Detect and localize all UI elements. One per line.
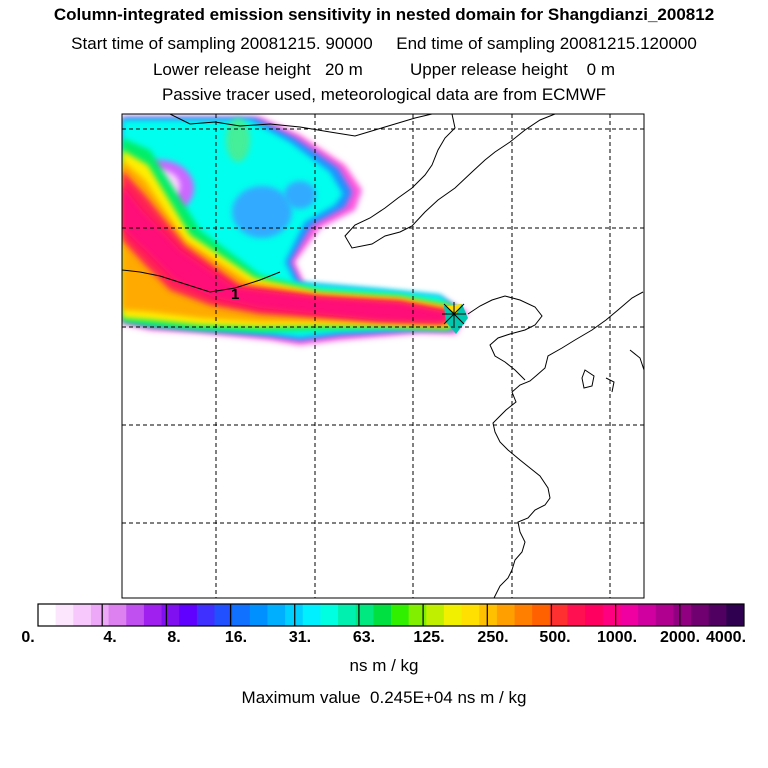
- sampling-time-line: Start time of sampling 20081215. 90000 E…: [71, 34, 697, 53]
- island: [629, 349, 644, 371]
- colorbar-tick-label: 1000.: [596, 629, 638, 646]
- plume-field: [122, 117, 468, 345]
- colorbar-tick-label: 500.: [539, 629, 571, 646]
- colorbar-units: ns m / kg: [349, 656, 419, 675]
- colorbar-tick-label: 2000.: [659, 629, 701, 646]
- colorbar-tick-label: 4.: [103, 629, 117, 646]
- north-coast: [467, 295, 543, 381]
- colorbar-tick-label: 16.: [224, 629, 248, 646]
- plot-title: Column-integrated emission sensitivity i…: [53, 5, 715, 24]
- island: [581, 369, 595, 389]
- colorbar-tick-label: 63.: [352, 629, 376, 646]
- colorbar-tick-label: 8.: [167, 629, 181, 646]
- maximum-value-label: Maximum value 0.245E+04 ns m / kg: [241, 688, 527, 707]
- receptor-star-marker: [442, 302, 466, 326]
- colorbar-tick-label: 250.: [477, 629, 509, 646]
- receptor-cell: [444, 304, 468, 334]
- colorbar-tick-label: 31.: [288, 629, 312, 646]
- trajectory-label: 1: [231, 286, 239, 303]
- release-height-line: Lower release height 20 m Upper release …: [152, 60, 616, 79]
- colorbar-tick-label: 4000.: [705, 629, 747, 646]
- map-frame: [121, 113, 645, 599]
- island: [605, 377, 615, 393]
- tracer-info-line: Passive tracer used, meteorological data…: [161, 85, 607, 104]
- graticule: [122, 114, 644, 598]
- blue-patch: [284, 181, 316, 209]
- east-coast: [492, 291, 644, 598]
- korea-outline: [344, 114, 556, 249]
- blue-patch: [232, 186, 292, 238]
- colorbar-tick-label: 0.: [21, 629, 35, 646]
- gulf-coast: [122, 269, 281, 293]
- colorbar-tick-label: 125.: [413, 629, 445, 646]
- plume-hot-core: [122, 185, 448, 322]
